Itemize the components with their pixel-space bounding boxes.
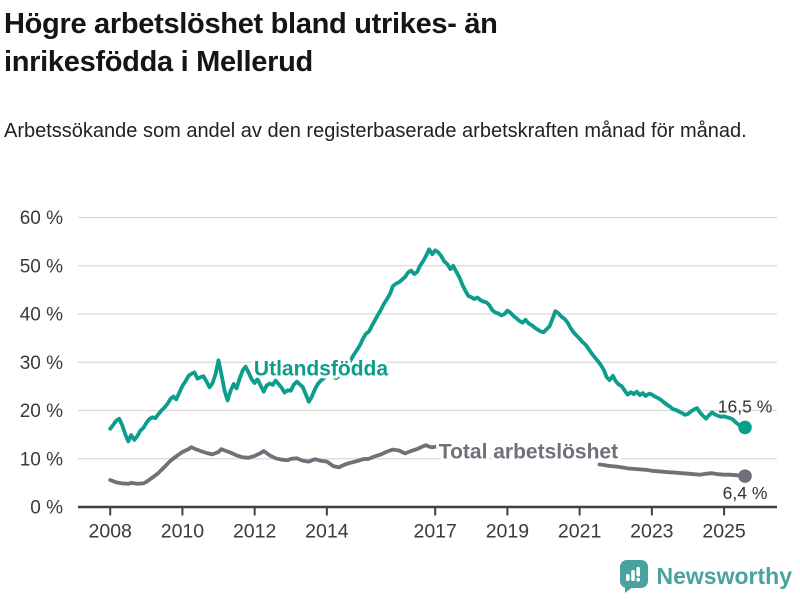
series-label-utlandsfodda: Utlandsfödda — [254, 357, 388, 380]
end-value-label-utlandsfodda: 16,5 % — [718, 396, 772, 416]
x-axis-label-2012: 2012 — [233, 521, 276, 543]
y-axis-label-20: 20 % — [20, 401, 63, 422]
newsworthy-logo: Newsworthy — [619, 559, 792, 593]
y-axis-label-60: 60 % — [20, 208, 63, 229]
logo-exclamation-bar — [635, 567, 640, 577]
x-axis-label-2008: 2008 — [89, 521, 132, 543]
chart-title: Högre arbetslöshet bland utrikes- än inr… — [4, 8, 498, 78]
logo-exclamation-dot — [635, 577, 640, 582]
x-axis-label-2017: 2017 — [413, 521, 456, 543]
end-dot-total-arbetsloshet — [738, 469, 752, 483]
series-line-total-arbetsloshet-seg2 — [597, 462, 747, 479]
y-axis-label-50: 50 % — [20, 256, 63, 277]
chart-subtitle: Arbetssökande som andel av den registerb… — [4, 120, 747, 142]
series-line-utlandsfodda — [108, 247, 747, 444]
newsworthy-wordmark: Newsworthy — [656, 562, 792, 589]
end-dot-utlandsfodda — [738, 420, 752, 435]
end-value-label-total-arbetsloshet: 6,4 % — [723, 483, 768, 503]
y-axis-label-40: 40 % — [20, 305, 63, 326]
x-axis-label-2025: 2025 — [702, 521, 746, 543]
y-axis-label-30: 30 % — [20, 353, 63, 374]
logo-bar-1 — [625, 574, 630, 581]
series-line-total-arbetsloshet-seg1 — [108, 443, 438, 486]
y-axis-label-0: 0 % — [30, 498, 63, 519]
x-axis-label-2010: 2010 — [161, 521, 205, 543]
logo-bubble-tail — [624, 586, 634, 593]
x-axis-label-2023: 2023 — [630, 521, 673, 543]
y-axis-label-10: 10 % — [20, 449, 63, 470]
logo-bar-2 — [630, 570, 635, 581]
series-label-total-arbetsloshet: Total arbetslöshet — [439, 440, 618, 463]
newsworthy-icon — [619, 560, 648, 593]
x-axis-label-2019: 2019 — [486, 521, 529, 543]
x-axis-label-2021: 2021 — [558, 521, 601, 543]
x-axis-label-2014: 2014 — [305, 521, 349, 543]
